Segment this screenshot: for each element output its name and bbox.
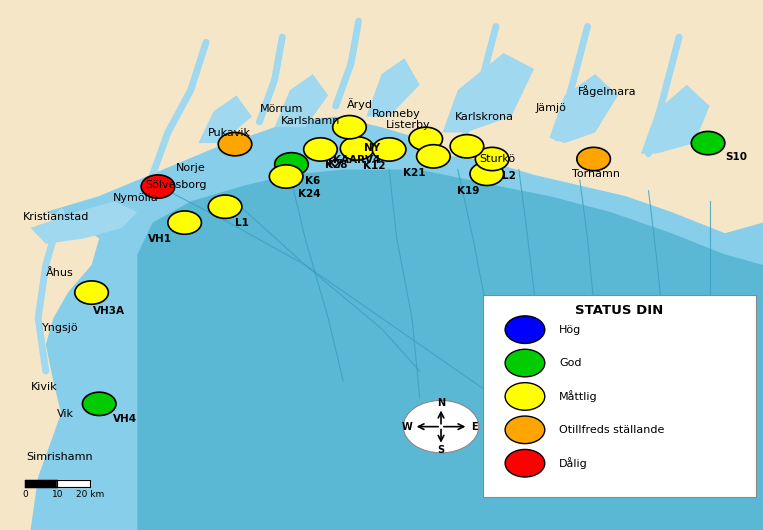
- Circle shape: [417, 145, 450, 168]
- Text: VH4: VH4: [113, 414, 137, 425]
- Text: W: W: [402, 422, 413, 431]
- Text: K21: K21: [404, 168, 426, 178]
- Text: N: N: [437, 399, 445, 408]
- Polygon shape: [366, 58, 420, 117]
- Polygon shape: [496, 143, 572, 170]
- Text: Karlshamn: Karlshamn: [281, 116, 340, 126]
- Circle shape: [475, 147, 509, 171]
- Text: K19: K19: [457, 186, 479, 196]
- Circle shape: [208, 195, 242, 218]
- Polygon shape: [0, 0, 763, 233]
- Text: K28: K28: [325, 160, 347, 170]
- Text: Simrishamn: Simrishamn: [27, 452, 93, 462]
- Text: Fågelmara: Fågelmara: [578, 85, 636, 96]
- Circle shape: [409, 127, 443, 151]
- Text: Äryd: Äryd: [347, 98, 373, 110]
- Text: E: E: [472, 422, 478, 431]
- Text: Norje: Norje: [175, 163, 205, 173]
- Text: Dålig: Dålig: [559, 457, 588, 469]
- Polygon shape: [0, 212, 99, 530]
- Circle shape: [505, 449, 545, 477]
- Text: L1: L1: [235, 218, 249, 228]
- Circle shape: [505, 349, 545, 377]
- Text: Mörrum: Mörrum: [259, 104, 303, 114]
- Text: NY
KAARV4: NY KAARV4: [333, 143, 380, 165]
- Text: K12: K12: [363, 161, 385, 171]
- Text: K7: K7: [328, 159, 343, 169]
- Text: VH1: VH1: [148, 234, 172, 244]
- Circle shape: [372, 138, 406, 161]
- Polygon shape: [275, 74, 328, 127]
- Polygon shape: [549, 74, 618, 143]
- Polygon shape: [137, 170, 763, 530]
- Circle shape: [450, 135, 484, 158]
- Text: S10: S10: [725, 152, 747, 162]
- Text: Sölvesborg: Sölvesborg: [145, 180, 207, 190]
- Text: Åhus: Åhus: [46, 268, 73, 278]
- Circle shape: [82, 392, 116, 416]
- Circle shape: [577, 147, 610, 171]
- Polygon shape: [443, 53, 534, 132]
- Text: K24: K24: [298, 189, 320, 199]
- Text: 20 km: 20 km: [76, 490, 105, 499]
- Text: 10: 10: [51, 490, 63, 499]
- Circle shape: [340, 137, 374, 160]
- Text: Karlskrona: Karlskrona: [455, 112, 513, 122]
- Text: Kristianstad: Kristianstad: [23, 212, 89, 222]
- Circle shape: [275, 153, 308, 176]
- Text: Pukavik: Pukavik: [208, 128, 250, 138]
- Text: Nymölla: Nymölla: [113, 193, 159, 204]
- Circle shape: [505, 416, 545, 444]
- Text: 0: 0: [22, 490, 28, 499]
- FancyBboxPatch shape: [483, 295, 756, 497]
- Polygon shape: [420, 132, 496, 159]
- Text: STATUS DIN: STATUS DIN: [575, 304, 664, 317]
- Text: K6: K6: [305, 176, 320, 186]
- Circle shape: [333, 116, 366, 139]
- Circle shape: [470, 162, 504, 186]
- Text: Listerby: Listerby: [386, 120, 430, 130]
- Polygon shape: [641, 85, 710, 154]
- Text: S: S: [437, 445, 445, 455]
- Text: Otillfreds ställande: Otillfreds ställande: [559, 425, 665, 435]
- Text: Ronneby: Ronneby: [372, 109, 420, 119]
- Text: Jämjö: Jämjö: [536, 103, 566, 113]
- Circle shape: [691, 131, 725, 155]
- Text: Yngsjö: Yngsjö: [42, 323, 79, 333]
- Text: Hög: Hög: [559, 325, 581, 334]
- Polygon shape: [664, 164, 717, 180]
- Text: Sturkö: Sturkö: [479, 154, 515, 164]
- Circle shape: [168, 211, 201, 234]
- Text: Torhamn: Torhamn: [572, 169, 620, 179]
- Polygon shape: [198, 95, 252, 143]
- Circle shape: [269, 165, 303, 188]
- Circle shape: [218, 132, 252, 156]
- Circle shape: [75, 281, 108, 304]
- Polygon shape: [588, 154, 641, 175]
- Text: VH3A: VH3A: [93, 306, 125, 316]
- Text: Måttlig: Måttlig: [559, 391, 598, 402]
- Circle shape: [403, 401, 479, 453]
- Text: L2: L2: [502, 171, 516, 181]
- Text: Kivik: Kivik: [31, 382, 57, 392]
- Circle shape: [505, 383, 545, 410]
- Circle shape: [505, 316, 545, 343]
- Text: God: God: [559, 358, 581, 368]
- Circle shape: [304, 138, 337, 161]
- Polygon shape: [31, 201, 137, 244]
- Text: Vik: Vik: [57, 409, 74, 419]
- Circle shape: [141, 175, 175, 198]
